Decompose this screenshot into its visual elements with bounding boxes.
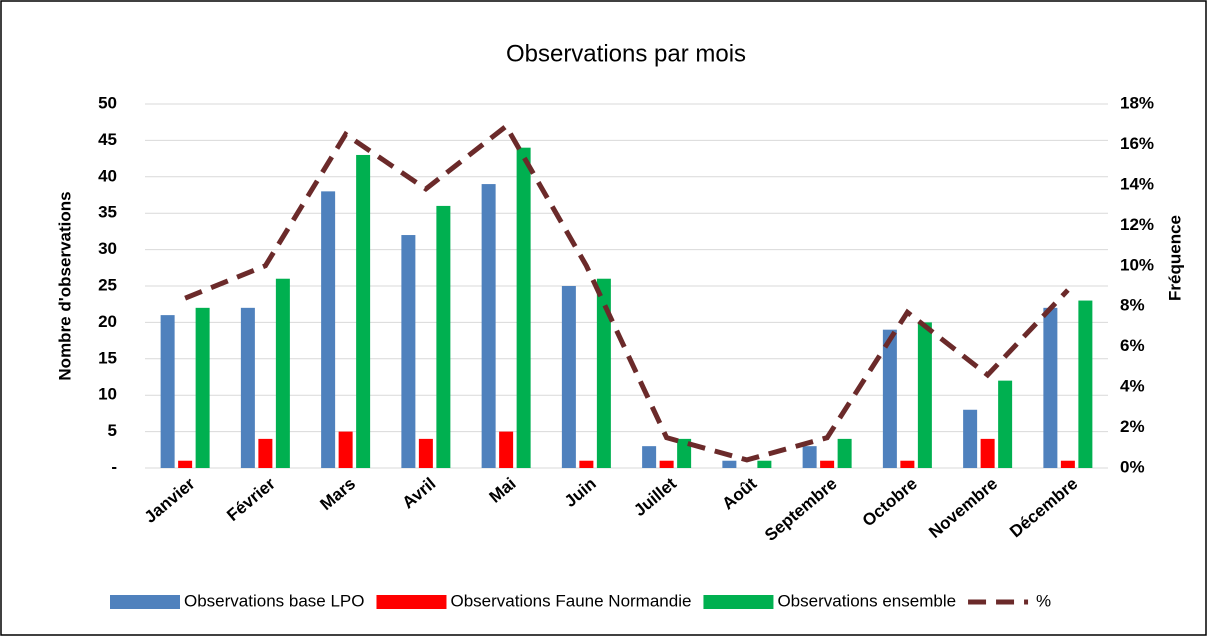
bar <box>561 286 576 468</box>
bar <box>1060 460 1075 468</box>
bar <box>338 431 353 468</box>
y-tick-label: 35 <box>98 203 117 222</box>
bar <box>820 460 835 468</box>
bar <box>900 460 915 468</box>
bar <box>963 409 978 468</box>
y2-tick-label: 16% <box>1120 134 1154 153</box>
legend-swatch <box>110 595 180 609</box>
y-tick-label: 20 <box>98 312 117 331</box>
y2-tick-label: 2% <box>1120 417 1145 436</box>
bar <box>882 329 897 468</box>
legend-label: Observations base LPO <box>184 591 364 610</box>
y2-tick-label: 6% <box>1120 336 1145 355</box>
bar <box>917 322 932 468</box>
y-tick-label: 10 <box>98 385 117 404</box>
y-tick-label: 5 <box>108 421 117 440</box>
bar <box>642 446 657 468</box>
bar <box>1078 300 1093 468</box>
bar <box>757 460 772 468</box>
legend-label: % <box>1036 591 1051 610</box>
y2-tick-label: 4% <box>1120 377 1145 396</box>
bar <box>356 154 371 468</box>
y-tick-label: 50 <box>98 93 117 112</box>
bar <box>1043 307 1058 468</box>
legend-label: Observations Faune Normandie <box>450 591 691 610</box>
y2-tick-label: 14% <box>1120 174 1154 193</box>
y-tick-label: 25 <box>98 275 117 294</box>
line-series <box>184 122 1070 463</box>
legend-label: Observations ensemble <box>777 591 956 610</box>
bar <box>677 438 692 468</box>
y2-tick-label: 8% <box>1120 296 1145 315</box>
bar <box>837 438 852 468</box>
bar <box>802 446 817 468</box>
bar <box>275 278 290 468</box>
bar <box>980 438 995 468</box>
bar <box>178 460 193 468</box>
bar <box>436 205 451 469</box>
bar <box>160 315 175 468</box>
y-tick-label: 40 <box>98 166 117 185</box>
bar <box>258 438 273 468</box>
legend-swatch <box>703 595 774 609</box>
y-axis-label: Nombre d'observations <box>55 191 74 380</box>
bar <box>516 147 531 468</box>
bar <box>321 191 336 469</box>
bar <box>240 307 255 468</box>
y2-axis-label: Fréquence <box>1165 215 1184 301</box>
y-tick-label: 30 <box>98 239 117 258</box>
y-tick-label: 45 <box>98 130 117 149</box>
bar <box>499 431 514 468</box>
y2-tick-label: 18% <box>1120 93 1154 112</box>
legend-swatch <box>376 595 447 609</box>
bar <box>596 278 611 468</box>
y2-tick-label: 12% <box>1120 215 1154 234</box>
chart-title: Observations par mois <box>506 40 746 67</box>
bar <box>998 380 1013 468</box>
y-tick-label: - <box>111 457 117 476</box>
bar <box>481 184 496 468</box>
y2-tick-label: 0% <box>1120 457 1145 476</box>
bar <box>722 460 737 468</box>
bar <box>418 438 433 468</box>
y2-tick-label: 10% <box>1120 255 1154 274</box>
bar <box>401 235 416 468</box>
bar <box>659 460 674 468</box>
bar <box>579 460 594 468</box>
y-tick-label: 15 <box>98 348 117 367</box>
bar <box>195 307 210 468</box>
